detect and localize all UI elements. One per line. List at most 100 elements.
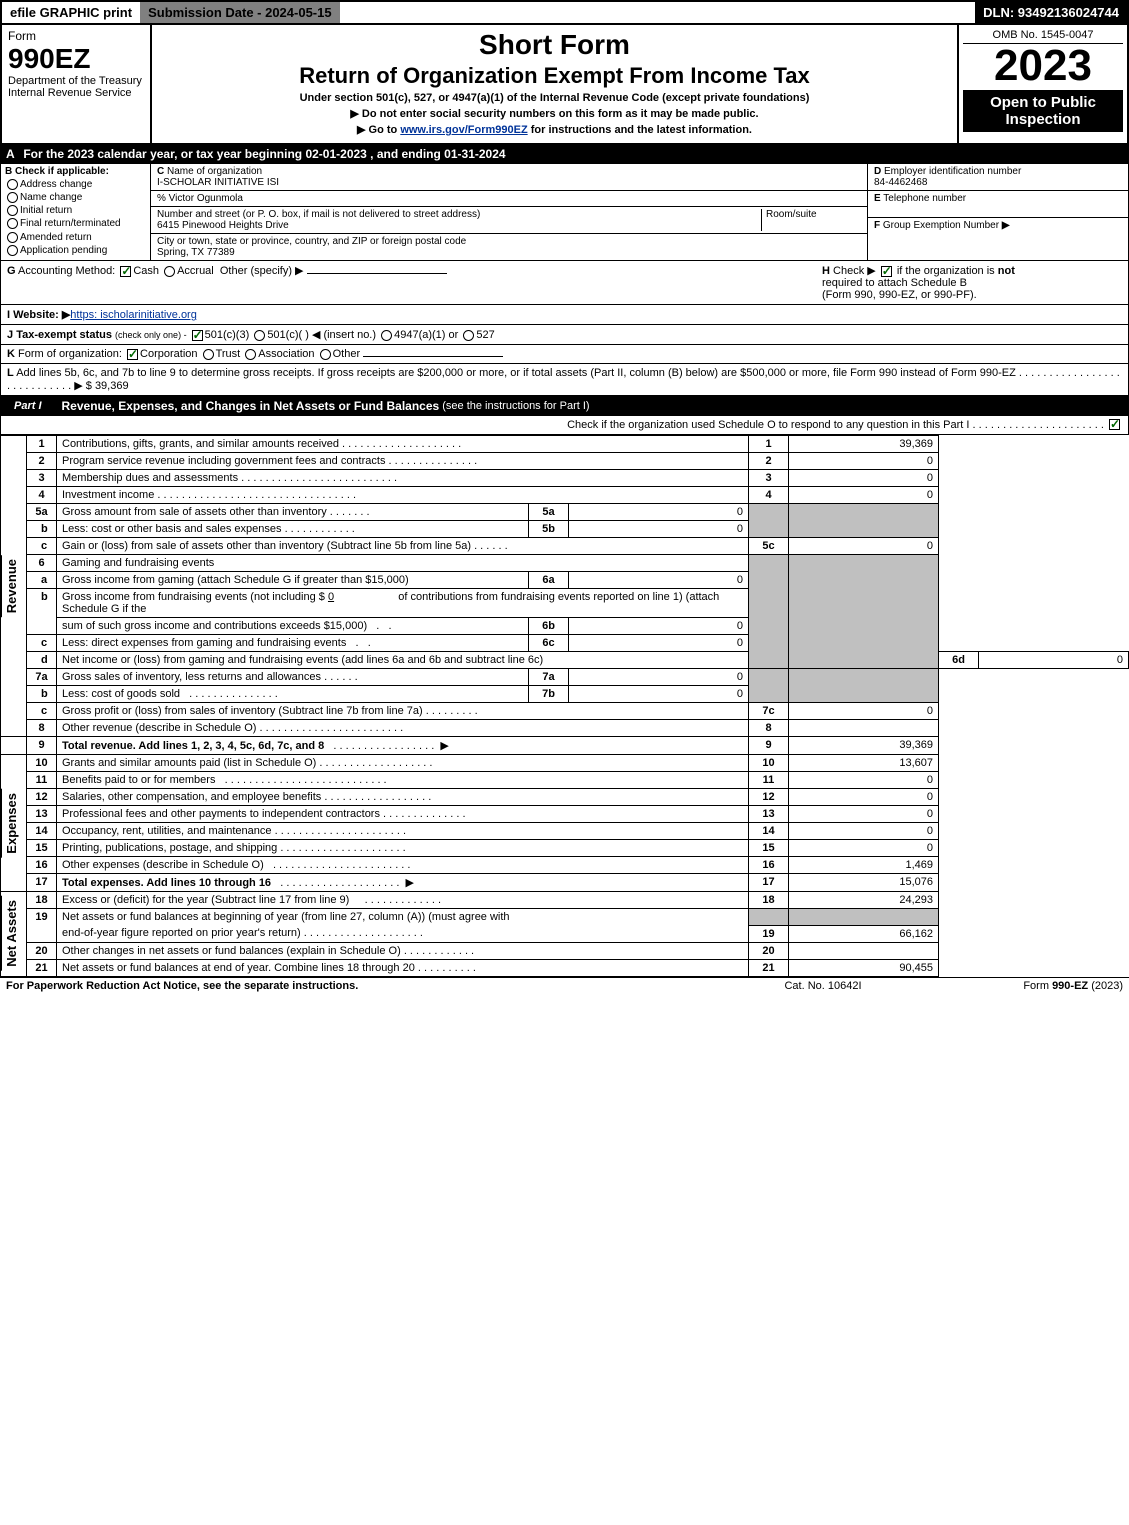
topbar-spacer — [340, 2, 976, 23]
section-b: B Check if applicable: Address change Na… — [1, 164, 151, 260]
section-g-h: G Accounting Method: Cash Accrual Other … — [0, 261, 1129, 305]
check-501c[interactable] — [254, 330, 265, 341]
corporation-label: Corporation — [140, 348, 197, 360]
other-specify-label: Other (specify) ▶ — [220, 265, 304, 277]
website-link[interactable]: https: ischolarinitiative.org — [70, 309, 197, 321]
line-11-val: 0 — [789, 772, 939, 789]
check-cash[interactable] — [120, 266, 131, 277]
4947-label: 4947(a)(1) or — [394, 329, 458, 341]
line-6a-mval: 0 — [569, 572, 749, 589]
line-12-desc: Salaries, other compensation, and employ… — [62, 791, 321, 803]
efile-print-label[interactable]: efile GRAPHIC print — [2, 2, 140, 23]
check-other-org[interactable] — [320, 349, 331, 360]
line-5c-desc: Gain or (loss) from sale of assets other… — [62, 540, 471, 552]
line-11-desc: Benefits paid to or for members — [62, 774, 215, 786]
line-13-desc: Professional fees and other payments to … — [62, 808, 380, 820]
line-19-desc: Net assets or fund balances at beginning… — [62, 911, 510, 923]
line-16-val: 1,469 — [789, 857, 939, 874]
section-i: I Website: ▶https: ischolarinitiative.or… — [0, 305, 1129, 325]
line-2-val: 0 — [789, 453, 939, 470]
check-501c3[interactable] — [192, 330, 203, 341]
line-20-desc: Other changes in net assets or fund bala… — [62, 945, 401, 957]
addr-label: Number and street (or P. O. box, if mail… — [157, 209, 480, 220]
form-number: 990EZ — [8, 43, 144, 75]
line-16-desc: Other expenses (describe in Schedule O) — [62, 859, 264, 871]
section-d-e-f: D Employer identification number 84-4462… — [868, 164, 1128, 260]
check-initial-return[interactable]: Initial return — [5, 205, 146, 216]
other-specify-input[interactable] — [307, 273, 447, 274]
check-schedule-b-not-required[interactable] — [881, 266, 892, 277]
line-7a-desc: Gross sales of inventory, less returns a… — [62, 671, 321, 683]
line-20-val — [789, 942, 939, 959]
line-6a-desc: Gross income from gaming (attach Schedul… — [62, 574, 409, 586]
line-6c-mval: 0 — [569, 635, 749, 652]
line-9-desc: Total revenue. Add lines 1, 2, 3, 4, 5c,… — [62, 740, 324, 752]
section-l: L Add lines 5b, 6c, and 7b to line 9 to … — [0, 364, 1129, 396]
line-10-desc: Grants and similar amounts paid (list in… — [62, 757, 316, 769]
section-a-letter: A — [6, 147, 20, 161]
goto-note: ▶ Go to www.irs.gov/Form990EZ for instru… — [160, 123, 949, 136]
line-3-val: 0 — [789, 470, 939, 487]
section-j: J Tax-exempt status (check only one) - 5… — [0, 325, 1129, 345]
section-k: K Form of organization: Corporation Trus… — [0, 345, 1129, 364]
h-suffix: if the organization is — [897, 265, 995, 277]
line-13-val: 0 — [789, 806, 939, 823]
expenses-vert-label: Expenses — [1, 789, 21, 858]
line-5a-desc: Gross amount from sale of assets other t… — [62, 506, 327, 518]
check-final-return[interactable]: Final return/terminated — [5, 218, 146, 229]
tax-year: 2023 — [963, 44, 1123, 88]
line-6c-desc: Less: direct expenses from gaming and fu… — [62, 637, 346, 649]
check-4947[interactable] — [381, 330, 392, 341]
line-12-val: 0 — [789, 789, 939, 806]
check-accrual[interactable] — [164, 266, 175, 277]
check-association[interactable] — [245, 349, 256, 360]
telephone-label: Telephone number — [883, 193, 966, 204]
part-i-sub: (see the instructions for Part I) — [442, 400, 589, 412]
part-i-label: Part I — [6, 398, 50, 414]
check-527[interactable] — [463, 330, 474, 341]
check-address-change[interactable]: Address change — [5, 179, 146, 190]
other-org-label: Other — [333, 348, 361, 360]
line-5b-desc: Less: cost or other basis and sales expe… — [62, 523, 282, 535]
city-state-zip: Spring, TX 77389 — [157, 247, 235, 258]
part-i-header: Part I Revenue, Expenses, and Changes in… — [0, 396, 1129, 416]
line-7b-desc: Less: cost of goods sold — [62, 688, 180, 700]
line-3-desc: Membership dues and assessments — [62, 472, 238, 484]
h-text2: required to attach Schedule B — [822, 277, 967, 289]
line-6-desc: Gaming and fundraising events — [62, 557, 214, 569]
501c3-label: 501(c)(3) — [205, 329, 250, 341]
h-not: not — [998, 265, 1015, 277]
line-7c-desc: Gross profit or (loss) from sales of inv… — [62, 705, 423, 717]
section-b-header: Check if applicable: — [15, 166, 109, 177]
h-text3: (Form 990, 990-EZ, or 990-PF). — [822, 289, 977, 301]
section-c: C Name of organization I-SCHOLAR INITIAT… — [151, 164, 868, 260]
check-name-change[interactable]: Name change — [5, 192, 146, 203]
line-8-desc: Other revenue (describe in Schedule O) — [62, 722, 256, 734]
check-schedule-o[interactable] — [1109, 419, 1120, 430]
goto-prefix: ▶ Go to — [357, 124, 400, 136]
form-org-label: Form of organization: — [18, 348, 122, 360]
other-org-input[interactable] — [363, 356, 503, 357]
line-9-val: 39,369 — [789, 737, 939, 755]
check-application-pending[interactable]: Application pending — [5, 245, 146, 256]
line-5b-mval: 0 — [569, 521, 749, 538]
line-15-desc: Printing, publications, postage, and shi… — [62, 842, 277, 854]
tax-exempt-label: Tax-exempt status — [16, 329, 112, 341]
check-corporation[interactable] — [127, 349, 138, 360]
check-amended-return[interactable]: Amended return — [5, 232, 146, 243]
line-5a-mval: 0 — [569, 504, 749, 521]
city-label: City or town, state or province, country… — [157, 236, 466, 247]
line-21-desc: Net assets or fund balances at end of ye… — [62, 962, 415, 974]
short-form-title: Short Form — [160, 29, 949, 61]
form-ref: Form 990-EZ (2023) — [923, 980, 1123, 992]
h-prefix: Check ▶ — [833, 265, 876, 277]
line-6b-post2: sum of such gross income and contributio… — [62, 620, 367, 632]
line-14-val: 0 — [789, 823, 939, 840]
trust-label: Trust — [216, 348, 241, 360]
website-label: Website: ▶ — [13, 309, 70, 321]
line-21-val: 90,455 — [789, 959, 939, 976]
line-6c-mini: 6c — [529, 635, 569, 652]
irs-link[interactable]: www.irs.gov/Form990EZ — [400, 124, 527, 136]
check-trust[interactable] — [203, 349, 214, 360]
part-i-title: Revenue, Expenses, and Changes in Net As… — [62, 399, 440, 413]
